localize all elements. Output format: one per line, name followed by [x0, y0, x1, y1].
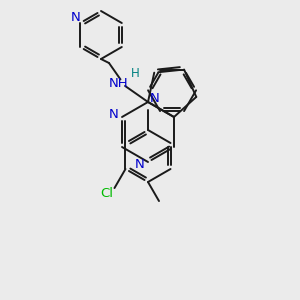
Text: Cl: Cl	[100, 187, 113, 200]
Text: H: H	[131, 68, 140, 80]
Text: NH: NH	[108, 77, 128, 90]
Text: N: N	[150, 92, 160, 106]
Text: N: N	[109, 109, 119, 122]
Text: N: N	[135, 158, 145, 170]
Text: N: N	[70, 11, 80, 23]
